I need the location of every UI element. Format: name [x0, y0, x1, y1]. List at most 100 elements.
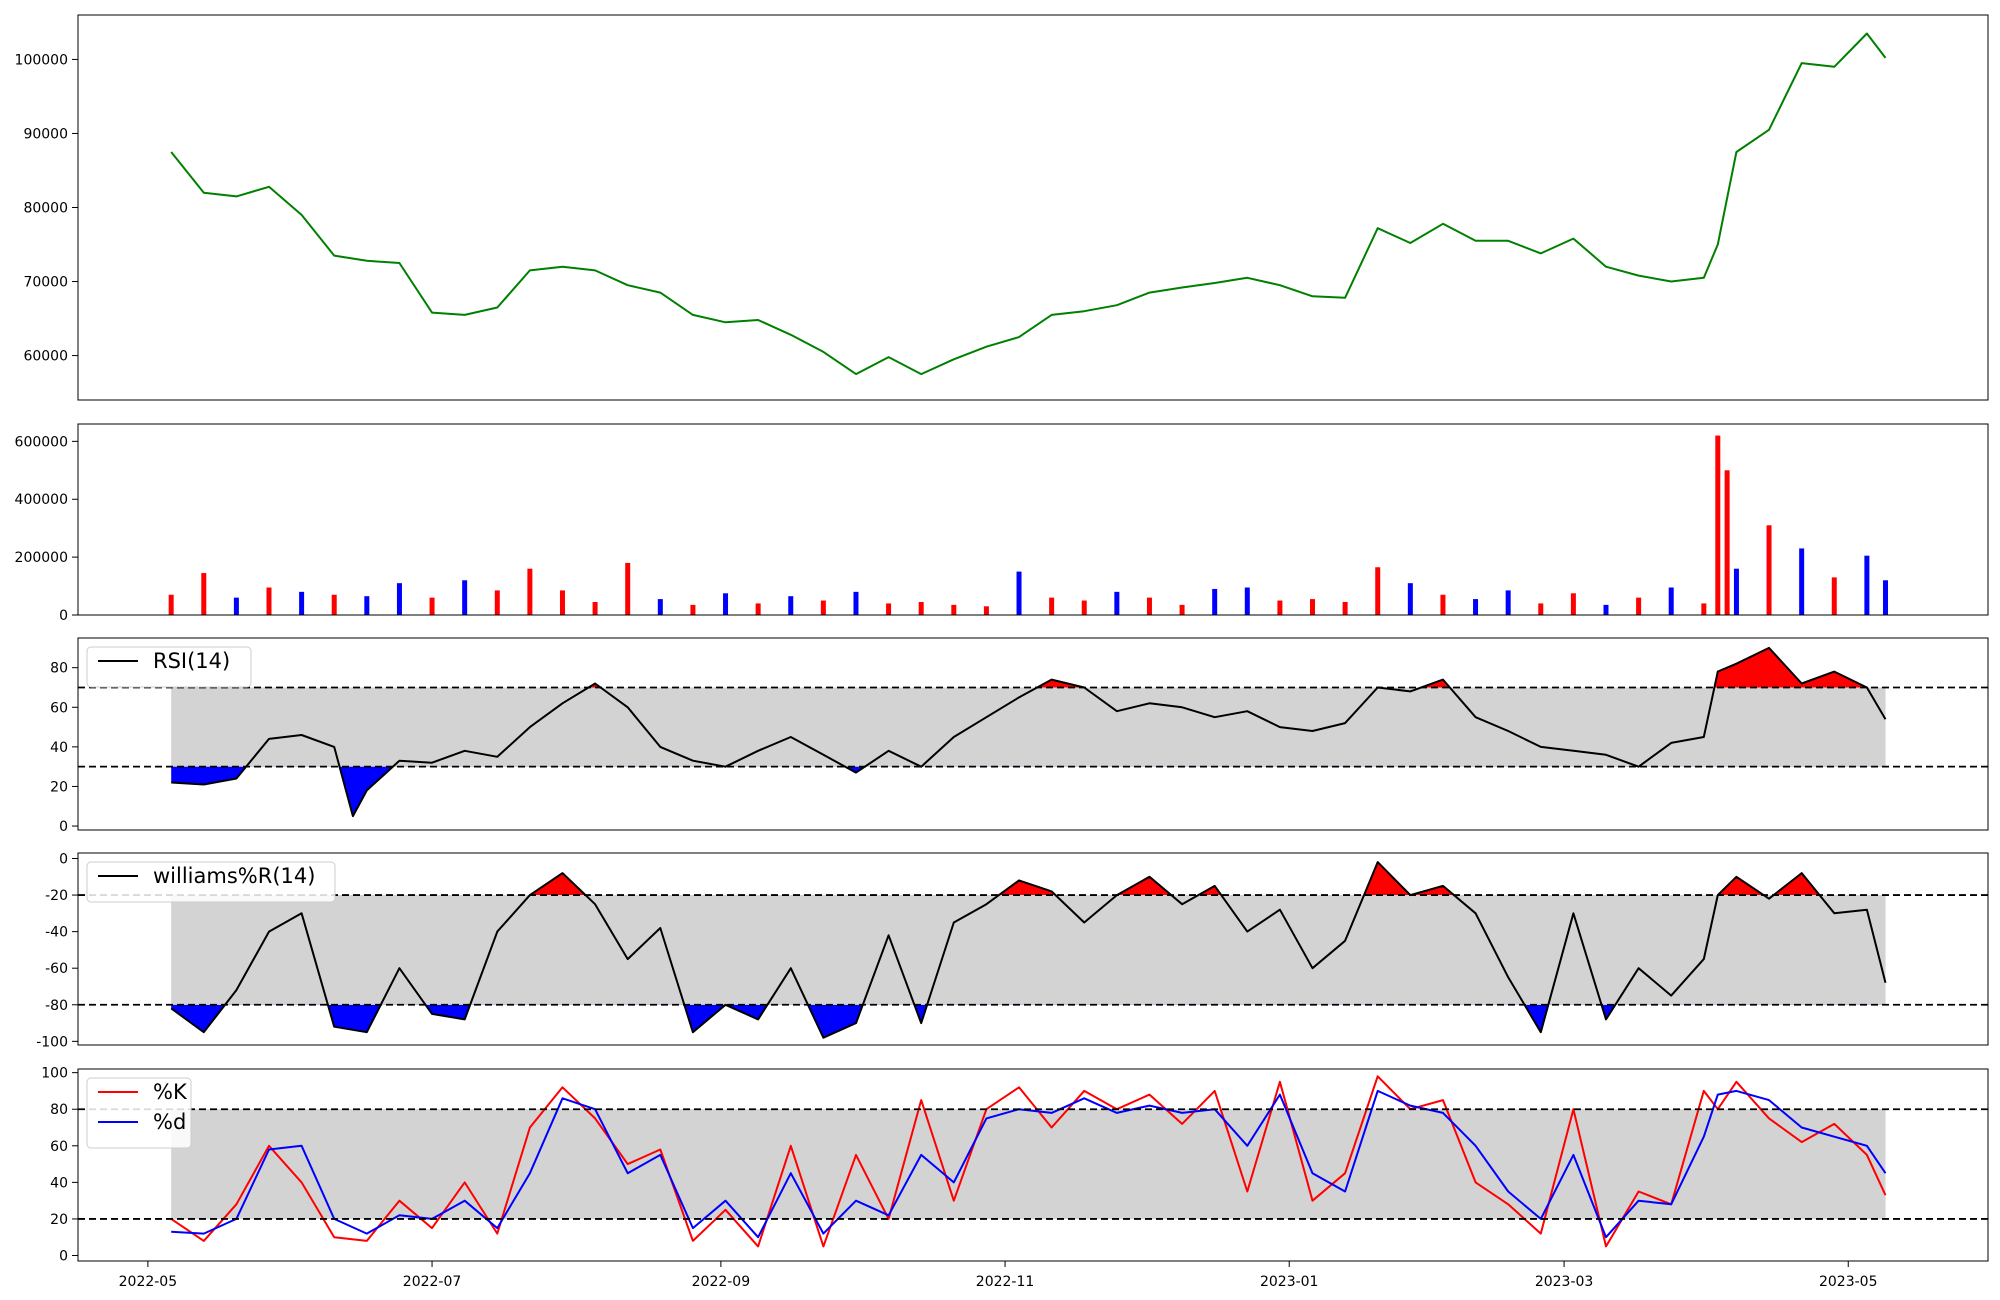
rsi-legend-label: RSI(14): [153, 649, 230, 673]
volume-bar: [918, 601, 924, 615]
stochastic-d-line: [171, 1089, 1887, 1239]
rsi-frame: [77, 637, 1989, 831]
stochastic-k-line: [170, 1075, 1887, 1248]
stochastic-y-tick-label: 20: [50, 1212, 68, 1228]
stochastic-y-tick-label: 40: [50, 1175, 68, 1191]
volume-bar: [1277, 600, 1283, 615]
williams-y-tick-label: -60: [45, 961, 68, 977]
volume-panel: 0 200000 400000 600000: [15, 423, 1989, 624]
volume-bar: [1766, 525, 1772, 615]
volume-bar: [299, 591, 305, 615]
volume-bar: [1831, 577, 1837, 615]
x-tick-label: 2023-03: [1535, 1274, 1594, 1290]
williams-y-tick-label: -100: [36, 1034, 68, 1050]
volume-bar: [1733, 568, 1739, 615]
price-y-tick-label: 70000: [23, 275, 68, 291]
stochastic-panel: 0 20 40 60 80 100 %K %d: [41, 1066, 1989, 1265]
williams-y-tick-label: 0: [59, 851, 68, 867]
volume-bar: [1440, 594, 1446, 615]
volume-bar: [755, 603, 761, 615]
volume-bar: [233, 597, 239, 615]
volume-bar: [429, 597, 435, 615]
volume-bar: [1864, 555, 1870, 615]
shared-x-axis: 2022-05 2022-07 2022-09 2022-11 2023-01 2023-…: [119, 1261, 1878, 1290]
price-y-tick-label: 100000: [15, 52, 68, 68]
volume-frame: [77, 423, 1989, 616]
volume-bar: [364, 596, 370, 615]
williams-r-panel: 0 -20 -40 -60 -80 -100 williams%R(14): [36, 851, 1989, 1050]
stochastic-y-tick-label: 80: [50, 1102, 68, 1118]
volume-bar: [788, 596, 794, 615]
price-frame: [77, 14, 1989, 401]
stochastic-legend-label: %K: [153, 1080, 188, 1104]
volume-bar: [1146, 597, 1152, 615]
x-tick-label: 2022-09: [692, 1274, 751, 1290]
williams-legend-label: williams%R(14): [153, 864, 315, 888]
volume-bar: [1310, 599, 1316, 615]
volume-y-tick-label: 400000: [15, 492, 68, 508]
volume-bar: [1724, 470, 1730, 615]
volume-bar: [462, 580, 468, 615]
rsi-line: [171, 646, 1887, 818]
volume-bar: [1570, 593, 1576, 615]
rsi-y-tick-label: 60: [50, 700, 68, 716]
rsi-neutral-band: [171, 687, 1886, 767]
stochastic-y-tick-label: 100: [41, 1066, 68, 1082]
williams-neutral-band: [171, 895, 1886, 1005]
volume-bar: [266, 587, 272, 615]
volume-bar: [951, 604, 957, 615]
price-line: [170, 32, 1887, 376]
stochastic-y-tick-label: 60: [50, 1139, 68, 1155]
volume-bar: [1179, 604, 1185, 615]
volume-bar: [1244, 587, 1250, 615]
volume-bar: [1505, 590, 1511, 615]
volume-bar: [690, 604, 696, 615]
volume-bar: [1375, 567, 1381, 615]
rsi-y-tick-label: 0: [59, 819, 68, 835]
volume-bar: [1016, 571, 1022, 615]
x-tick-label: 2023-05: [1819, 1274, 1878, 1290]
volume-bar: [886, 603, 892, 615]
volume-bar: [559, 590, 565, 615]
rsi-y-tick-label: 40: [50, 740, 68, 756]
volume-bar: [853, 591, 859, 615]
volume-bar: [527, 568, 533, 615]
volume-bar: [983, 606, 989, 615]
rsi-legend: [86, 646, 252, 688]
volume-bar: [1603, 604, 1609, 615]
x-tick-label: 2022-07: [403, 1274, 462, 1290]
stochastic-neutral-band: [171, 1109, 1886, 1219]
stochastic-frame: [77, 1068, 1989, 1262]
price-y-tick-label: 80000: [23, 201, 68, 217]
volume-bar: [1883, 580, 1889, 615]
williams-overbought-fill: [171, 862, 1886, 896]
volume-bar: [592, 601, 598, 615]
volume-bar: [1715, 435, 1721, 615]
volume-bar: [168, 594, 174, 615]
volume-y-tick-label: 0: [59, 608, 68, 624]
price-y-tick-label: 90000: [23, 126, 68, 142]
x-tick-label: 2023-01: [1260, 1274, 1319, 1290]
rsi-oversold-fill: [171, 766, 1886, 817]
price-panel: 60000 70000 80000 90000 100000: [15, 14, 1989, 401]
volume-bar: [1342, 601, 1348, 615]
volume-bar: [1081, 600, 1087, 615]
volume-bar: [1538, 603, 1544, 615]
volume-bar: [1636, 597, 1642, 615]
volume-bar: [820, 600, 826, 615]
volume-bar: [494, 590, 500, 615]
rsi-y-tick-label: 20: [50, 779, 68, 795]
rsi-y-tick-label: 80: [50, 661, 68, 677]
volume-y-tick-label: 600000: [15, 434, 68, 450]
volume-bar: [396, 583, 402, 615]
stochastic-legend-label: %d: [153, 1110, 186, 1134]
volume-bar: [201, 573, 207, 615]
volume-bar: [1407, 583, 1413, 615]
volume-bar: [723, 593, 729, 615]
x-tick-label: 2022-05: [119, 1274, 178, 1290]
volume-bar: [657, 599, 663, 615]
volume-bar: [1701, 603, 1707, 615]
stochastic-legend: [86, 1077, 192, 1149]
volume-bar: [1473, 599, 1479, 615]
